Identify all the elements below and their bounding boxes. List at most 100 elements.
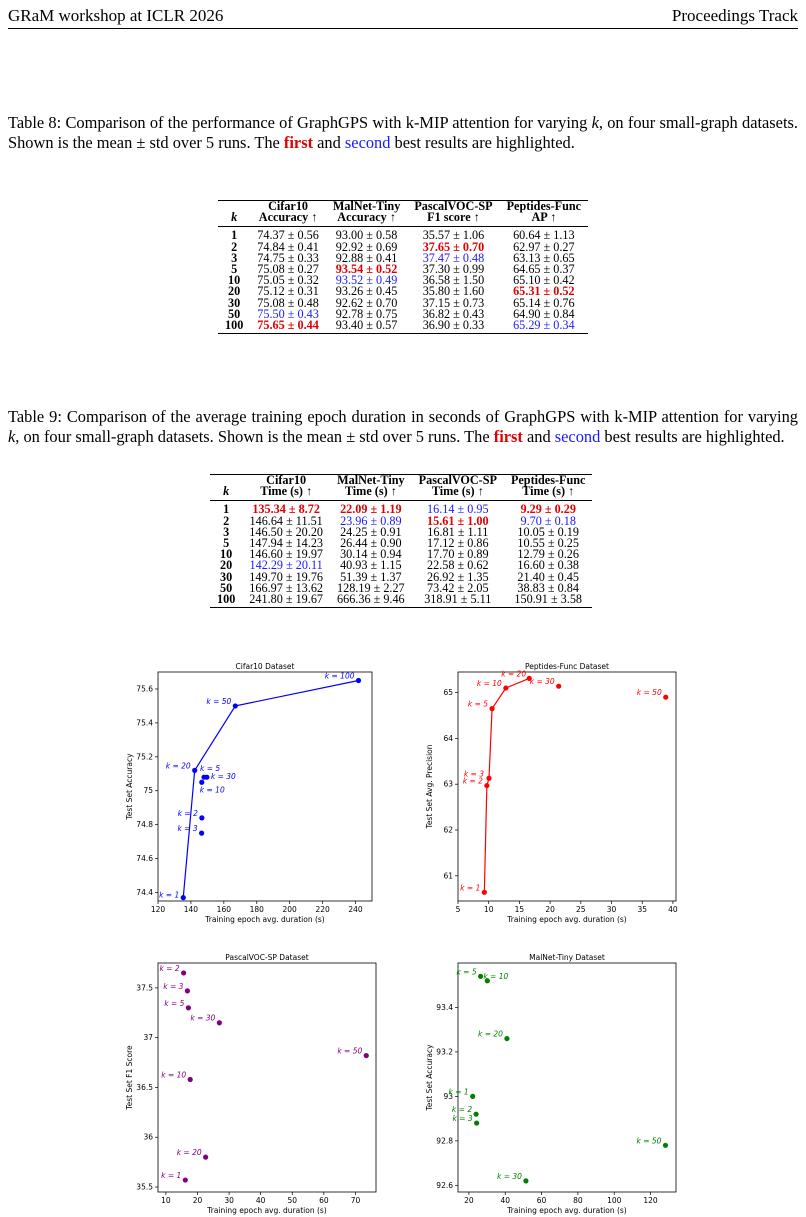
x-tick-label: 180 xyxy=(250,905,265,914)
y-tick-label: 75.6 xyxy=(136,684,153,693)
value-cell: 75.65 ± 0.44 xyxy=(250,319,326,335)
value-cell: 26.44 ± 0.90 xyxy=(340,536,402,551)
value-cell: 666.36 ± 9.46 xyxy=(330,593,412,609)
table-row: 30 149.70 ± 19.76 51.39 ± 1.37 26.92 ± 1.35… xyxy=(210,569,592,584)
k-cell: 100 xyxy=(210,593,243,609)
y-tick-label: 74.8 xyxy=(136,820,153,829)
caption-text: Table 9: Comparison of the average train… xyxy=(8,407,798,426)
k-cell: 30 xyxy=(228,295,241,310)
x-tick-label: 160 xyxy=(217,905,232,914)
point-label: k = 30 xyxy=(211,772,236,781)
header-cell: Peptides-Func xyxy=(503,474,593,487)
value-cell: 74.75 ± 0.33 xyxy=(257,250,319,265)
caption-text: best results are highlighted. xyxy=(390,133,575,152)
caption-k: k xyxy=(8,427,16,446)
x-tick-label: 200 xyxy=(283,905,298,914)
value-cell: 93.52 ± 0.49 xyxy=(335,273,398,288)
data-point xyxy=(477,973,484,979)
k-cell: 30 xyxy=(220,569,233,584)
k-cell: 100 xyxy=(218,319,251,335)
header-cell: Cifar10 xyxy=(250,200,326,213)
table-row: 1 135.34 ± 8.72 22.09 ± 1.19 16.14 ± 0.95 9.… xyxy=(210,501,592,516)
caption-text: , on four small-graph datasets. Shown is… xyxy=(15,427,494,446)
point-label: k = 1 xyxy=(161,1171,181,1180)
x-tick-label: 70 xyxy=(351,1196,361,1205)
value-cell: 92.78 ± 0.75 xyxy=(335,306,398,321)
x-tick-label: 60 xyxy=(537,1196,547,1205)
value-cell: 73.42 ± 2.05 xyxy=(427,580,489,595)
value-cell: 64.65 ± 0.37 xyxy=(513,262,575,277)
series-line xyxy=(182,679,359,898)
header-k: k xyxy=(231,210,238,225)
caption-second: second xyxy=(554,427,601,446)
caption-k: k xyxy=(591,113,599,132)
data-point xyxy=(556,683,562,689)
y-tick-label: 37 xyxy=(143,1033,153,1042)
point-label: k = 1 xyxy=(159,891,179,900)
x-axis-label: Training epoch avg. duration (s) xyxy=(506,1206,627,1215)
series-line xyxy=(483,677,530,893)
data-point xyxy=(184,988,191,994)
data-point xyxy=(526,675,532,682)
peptides-func-chart: Peptides-Func Dataset 5 10 15 20 25 30 35 40 61 62… xyxy=(425,662,678,924)
value-cell: 75.50 ± 0.43 xyxy=(257,306,319,321)
k-cell: 1 xyxy=(223,502,230,517)
point-label: k = 5 xyxy=(164,999,184,1008)
data-point xyxy=(504,1035,510,1042)
track-title: Proceedings Track xyxy=(671,6,798,25)
point-label: k = 10 xyxy=(477,679,502,688)
plot-frame xyxy=(157,671,373,902)
point-label: k = 30 xyxy=(497,1172,522,1181)
value-cell: 10.55 ± 0.25 xyxy=(517,536,579,551)
value-cell: 92.88 ± 0.41 xyxy=(335,250,398,265)
point-label: k = 2 xyxy=(178,809,198,818)
y-axis-label: Test Set Accuracy xyxy=(425,1044,434,1112)
data-point xyxy=(199,815,205,821)
x-tick-label: 35 xyxy=(637,905,647,914)
value-cell: 62.97 ± 0.27 xyxy=(513,239,575,254)
caption-text: and xyxy=(313,133,345,152)
y-tick-label: 37.5 xyxy=(136,983,153,992)
k-cell: 3 xyxy=(231,250,238,265)
point-label: k = 20 xyxy=(501,669,526,678)
chart-title: Peptides-Func Dataset xyxy=(525,662,609,671)
data-point xyxy=(203,1154,209,1160)
point-label: k = 10 xyxy=(483,972,508,981)
point-label: k = 5 xyxy=(456,967,476,976)
value-cell: 146.64 ± 11.51 xyxy=(249,513,323,528)
data-point xyxy=(232,703,238,709)
value-cell: 22.09 ± 1.19 xyxy=(340,502,402,517)
point-label: k = 30 xyxy=(530,677,555,686)
value-cell: 146.60 ± 19.97 xyxy=(249,547,324,562)
value-cell: 16.60 ± 0.38 xyxy=(517,558,579,573)
table-row: 100 75.65 ± 0.44 93.40 ± 0.57 36.90 ± 0.33 6… xyxy=(218,319,589,335)
value-cell: 63.13 ± 0.65 xyxy=(513,250,575,265)
point-label: k = 20 xyxy=(177,1148,202,1157)
y-tick-label: 74.6 xyxy=(136,854,153,863)
x-tick-label: 30 xyxy=(224,1196,234,1205)
y-tick-label: 93 xyxy=(443,1092,453,1101)
caption-second: second xyxy=(344,133,391,152)
value-cell: 9.70 ± 0.18 xyxy=(520,513,576,528)
header-cell: k xyxy=(210,485,243,502)
point-label: k = 2 xyxy=(463,777,483,786)
value-cell: 22.58 ± 0.62 xyxy=(427,558,489,573)
k-cell: 5 xyxy=(223,536,230,551)
table-row: 3 146.50 ± 20.20 24.25 ± 0.91 16.81 ± 1.11 1… xyxy=(210,526,592,538)
data-point xyxy=(199,830,205,836)
cifar10-chart: Cifar10 Dataset 120 140 160 180 200 220 240 74.4… xyxy=(125,662,373,924)
y-tick-label: 65 xyxy=(443,688,453,697)
data-point xyxy=(185,1005,191,1011)
table8: Cifar10 MalNet-Tiny PascalVOC-SP Peptide… xyxy=(218,200,589,335)
x-tick-label: 120 xyxy=(643,1196,658,1205)
data-point xyxy=(355,677,362,684)
value-cell: 26.92 ± 1.35 xyxy=(427,569,489,584)
page-header: GRaM workshop at ICLR 2026 Proceedings T… xyxy=(8,4,798,29)
table-row: 3 74.75 ± 0.33 92.88 ± 0.41 37.47 ± 0.48 63.… xyxy=(218,250,588,265)
value-cell: 15.61 ± 1.00 xyxy=(427,513,489,528)
x-tick-label: 30 xyxy=(607,905,617,914)
data-point xyxy=(187,1076,193,1083)
x-tick-label: 100 xyxy=(607,1196,622,1205)
value-cell: 37.47 ± 0.48 xyxy=(422,250,485,265)
plot-frame xyxy=(457,962,677,1193)
